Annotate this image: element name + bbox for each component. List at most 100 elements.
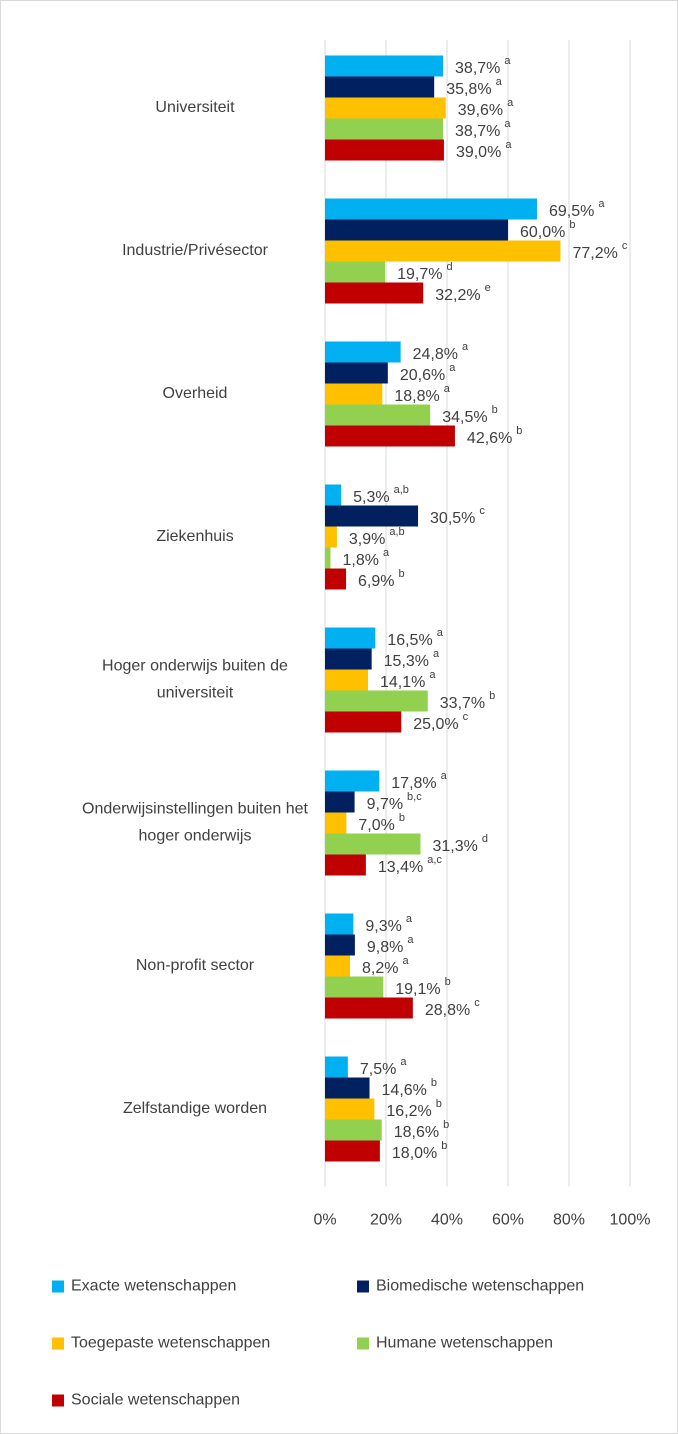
value-label-text: 30,5% bbox=[430, 510, 475, 527]
value-label-text: 16,2% bbox=[386, 1103, 431, 1120]
significance-label: a,b bbox=[389, 526, 404, 538]
bar bbox=[325, 690, 428, 712]
legend-label: Biomedische wetenschappen bbox=[376, 1278, 584, 1295]
value-label: 15,3% a bbox=[384, 648, 440, 670]
value-label: 5,3% a,b bbox=[353, 484, 409, 506]
value-label: 14,1% a bbox=[380, 669, 436, 691]
value-label: 7,0% b bbox=[358, 812, 405, 834]
value-label: 7,5% a bbox=[360, 1056, 407, 1078]
value-label: 39,0% a bbox=[456, 139, 512, 161]
significance-label: a bbox=[400, 1056, 407, 1068]
significance-label: a bbox=[433, 648, 440, 660]
value-label: 18,8% a bbox=[394, 383, 450, 405]
bar bbox=[325, 627, 376, 649]
category-label: Onderwijsinstellingen buiten het bbox=[82, 801, 308, 818]
value-label-text: 38,7% bbox=[455, 60, 500, 77]
value-label: 16,2% b bbox=[386, 1098, 442, 1120]
value-label-text: 25,0% bbox=[413, 716, 458, 733]
value-label: 25,0% c bbox=[413, 711, 468, 733]
value-label: 13,4% a,c bbox=[378, 854, 443, 876]
significance-label: a,b bbox=[394, 484, 409, 496]
x-tick-label: 100% bbox=[610, 1212, 651, 1229]
category-label: Ziekenhuis bbox=[156, 528, 233, 545]
value-label: 32,2% e bbox=[435, 282, 491, 304]
value-label-text: 31,3% bbox=[432, 838, 477, 855]
significance-label: a bbox=[429, 669, 436, 681]
value-label: 19,7% d bbox=[397, 261, 453, 283]
value-label: 9,8% a bbox=[367, 934, 414, 956]
significance-label: a bbox=[505, 139, 512, 151]
value-label-text: 19,7% bbox=[397, 266, 442, 283]
category-label: hoger onderwijs bbox=[139, 828, 252, 845]
bar bbox=[325, 1098, 375, 1120]
value-label-text: 24,8% bbox=[413, 346, 458, 363]
bar bbox=[325, 139, 444, 161]
significance-label: a,c bbox=[427, 854, 442, 866]
value-label: 20,6% a bbox=[400, 362, 456, 384]
significance-label: a bbox=[496, 76, 503, 88]
value-label: 24,8% a bbox=[413, 341, 469, 363]
value-label: 17,8% a bbox=[391, 770, 447, 792]
significance-label: b,c bbox=[407, 791, 422, 803]
value-label-text: 69,5% bbox=[549, 203, 594, 220]
value-label: 6,9% b bbox=[358, 568, 405, 590]
legend-swatch bbox=[357, 1280, 369, 1293]
value-label: 38,7% a bbox=[455, 118, 511, 140]
value-label: 39,6% a bbox=[458, 97, 514, 119]
significance-label: d bbox=[446, 261, 452, 273]
value-label-text: 20,6% bbox=[400, 367, 445, 384]
bar bbox=[325, 404, 431, 426]
value-label-text: 77,2% bbox=[572, 245, 617, 262]
significance-label: b bbox=[443, 1119, 449, 1131]
value-label: 77,2% c bbox=[572, 240, 627, 262]
value-label-text: 1,8% bbox=[342, 552, 378, 569]
bar bbox=[325, 55, 444, 77]
value-label: 35,8% a bbox=[446, 76, 502, 98]
value-label: 9,7% b,c bbox=[367, 791, 423, 813]
bar bbox=[325, 240, 561, 262]
value-label: 28,8% c bbox=[425, 997, 480, 1019]
significance-label: a bbox=[437, 627, 444, 639]
significance-label: e bbox=[485, 282, 491, 294]
significance-label: c bbox=[463, 711, 469, 723]
bar bbox=[325, 1077, 370, 1099]
legend-swatch bbox=[52, 1337, 64, 1350]
bar bbox=[325, 76, 435, 98]
value-label: 16,5% a bbox=[387, 627, 443, 649]
bar bbox=[325, 997, 413, 1019]
value-label: 3,9% a,b bbox=[349, 526, 405, 548]
category-label: Zelfstandige worden bbox=[123, 1100, 267, 1117]
value-label-text: 14,1% bbox=[380, 674, 425, 691]
significance-label: b bbox=[445, 976, 451, 988]
value-label: 60,0% b bbox=[520, 219, 576, 241]
significance-label: a bbox=[449, 362, 456, 374]
bar bbox=[325, 854, 366, 876]
category-label: Universiteit bbox=[155, 99, 235, 116]
bar bbox=[325, 791, 355, 813]
value-label-text: 15,3% bbox=[384, 653, 429, 670]
significance-label: b bbox=[441, 1140, 447, 1152]
value-label-text: 9,7% bbox=[367, 796, 403, 813]
bar bbox=[325, 1056, 348, 1078]
significance-label: a bbox=[507, 97, 514, 109]
x-tick-label: 20% bbox=[370, 1212, 402, 1229]
value-label: 38,7% a bbox=[455, 55, 511, 77]
significance-label: b bbox=[436, 1098, 442, 1110]
significance-label: b bbox=[492, 404, 498, 416]
value-label-text: 9,8% bbox=[367, 939, 403, 956]
value-label-text: 6,9% bbox=[358, 573, 394, 590]
significance-label: b bbox=[516, 425, 522, 437]
bar bbox=[325, 1140, 380, 1162]
bar bbox=[325, 1119, 382, 1141]
legend-swatch bbox=[52, 1280, 64, 1293]
value-label: 19,1% b bbox=[395, 976, 451, 998]
value-label: 18,0% b bbox=[392, 1140, 448, 1162]
value-label: 34,5% b bbox=[442, 404, 498, 426]
value-label-text: 9,3% bbox=[365, 918, 401, 935]
value-label-text: 34,5% bbox=[442, 409, 487, 426]
significance-label: b bbox=[431, 1077, 437, 1089]
value-label: 42,6% b bbox=[467, 425, 523, 447]
significance-label: a bbox=[407, 934, 414, 946]
value-label-text: 39,6% bbox=[458, 102, 503, 119]
significance-label: a bbox=[406, 913, 413, 925]
